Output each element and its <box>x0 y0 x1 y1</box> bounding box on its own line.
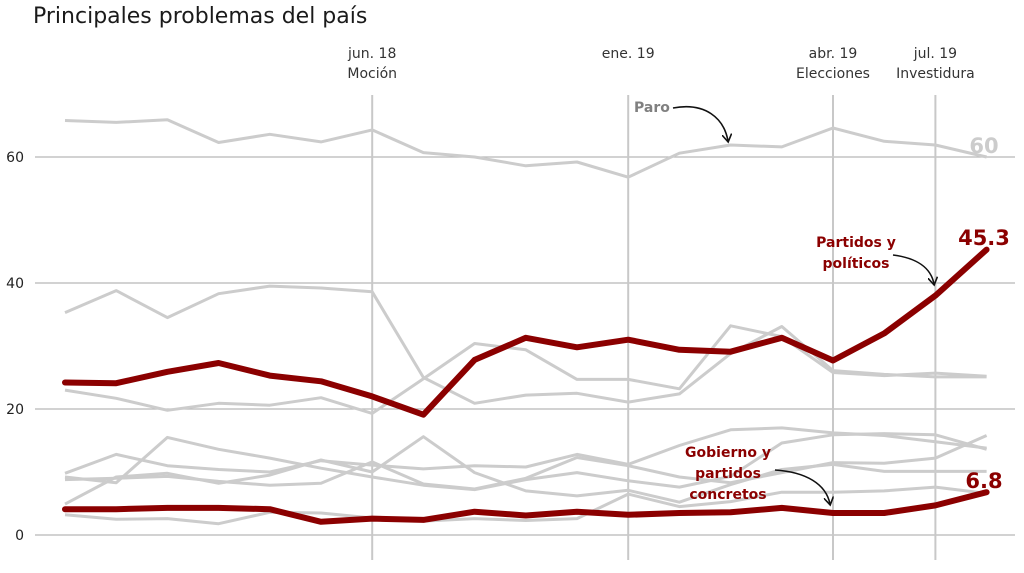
context-series-line-0 <box>64 118 987 179</box>
annotation-partidos-line-2: políticos <box>823 256 890 272</box>
annotation-partidos-line-1: Partidos y <box>816 235 896 251</box>
annotation-paro: Paro <box>634 100 670 116</box>
y-tick-label-40: 40 <box>6 276 24 292</box>
context-series <box>64 118 988 526</box>
event-label-0: Moción <box>347 66 397 82</box>
y-tick-label-20: 20 <box>6 402 24 418</box>
annotation-arrows <box>672 105 934 504</box>
arrow-partidos <box>892 254 934 284</box>
context-series-line-2 <box>64 324 987 415</box>
context-series-line-6 <box>64 434 988 491</box>
y-tick-label-60: 60 <box>6 150 24 166</box>
highlight-series-line-1 <box>62 489 990 525</box>
event-label-3: Investidura <box>896 66 975 82</box>
context-series-line-5 <box>64 435 987 506</box>
y-axis-ticks: 0 20 40 60 <box>6 150 24 544</box>
end-label-paro: 60 <box>969 134 998 158</box>
grid-lines <box>35 156 1015 536</box>
end-label-gobierno: 6.8 <box>965 469 1002 493</box>
annotation-gobierno-line-3: concretos <box>689 487 766 503</box>
event-date-3: jul. 19 <box>913 46 957 62</box>
context-series-line-1 <box>64 284 987 405</box>
context-series-line-7 <box>64 485 987 526</box>
annotation-gobierno-line-2: partidos <box>695 466 761 482</box>
chart-title: Principales problemas del país <box>33 4 368 29</box>
event-date-2: abr. 19 <box>809 46 858 62</box>
event-date-1: ene. 19 <box>602 46 655 62</box>
arrow-paro <box>672 105 728 141</box>
context-series-line-3 <box>64 426 987 475</box>
event-lines: jun. 18 Moción ene. 19 abr. 19 Elecciones jul… <box>347 46 975 560</box>
chart-labels: Paro Partidos y políticos Gobierno y par… <box>634 100 1010 503</box>
end-label-partidos: 45.3 <box>958 226 1010 250</box>
arrow-gobierno <box>774 469 830 504</box>
y-tick-label-0: 0 <box>15 528 24 544</box>
highlight-series-line-0 <box>62 246 990 418</box>
event-date-0: jun. 18 <box>347 46 396 62</box>
annotation-gobierno-line-1: Gobierno y <box>685 445 771 461</box>
highlight-series <box>62 246 990 525</box>
event-label-2: Elecciones <box>796 66 870 82</box>
